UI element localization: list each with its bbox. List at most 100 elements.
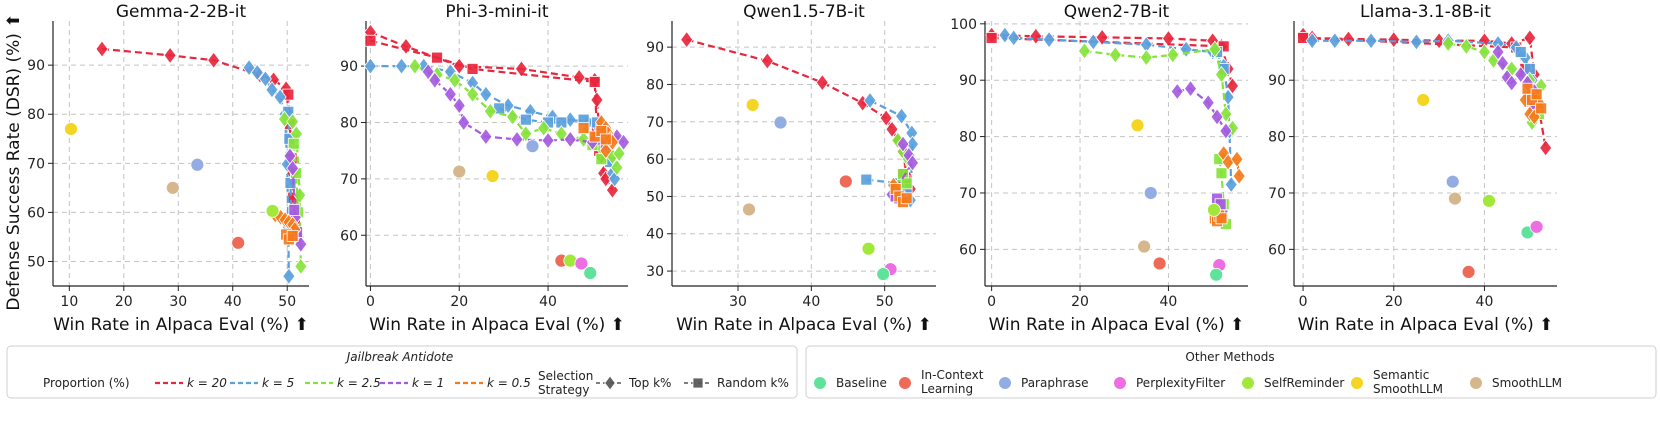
series-point: [1305, 32, 1319, 50]
series-line: [991, 33, 1234, 87]
legend-item-label: Paraphrase: [1021, 376, 1088, 390]
legend-strategy-label: Selection Strategy: [538, 369, 593, 397]
series-point: [395, 57, 409, 75]
series-point: [1139, 48, 1153, 67]
series-point: [1219, 105, 1233, 123]
y-tick-label: 80: [646, 77, 664, 93]
series-point: [1161, 29, 1175, 48]
method-point: [1482, 193, 1496, 208]
y-tick-label: 80: [340, 115, 358, 131]
method-point: [1137, 239, 1152, 254]
legend-item-label: k = 0.5: [487, 376, 531, 390]
y-tick-label: 80: [1268, 130, 1286, 146]
legend-marker: [1114, 377, 1126, 389]
series-line: [1084, 47, 1234, 129]
series-point: [287, 137, 300, 150]
series-point: [1170, 82, 1184, 101]
series-point: [617, 133, 631, 151]
series-point: [1210, 108, 1224, 126]
legend-antidote-title: Jailbreak Antidote: [345, 350, 454, 364]
series-point: [680, 30, 694, 49]
series-point: [1029, 27, 1043, 45]
series-point: [1514, 46, 1527, 58]
series-point: [541, 131, 555, 150]
series-point: [452, 96, 466, 115]
series-point: [563, 130, 577, 149]
series-point: [452, 57, 466, 75]
series-point: [900, 177, 913, 190]
series-point: [519, 125, 533, 143]
series-point: [1459, 37, 1473, 56]
series-point: [282, 267, 296, 285]
method-point: [525, 139, 540, 154]
method-point: [485, 169, 500, 183]
series-point: [1042, 30, 1056, 49]
method-point: [64, 122, 78, 136]
series-point: [1535, 102, 1548, 115]
series-point: [95, 40, 109, 58]
method-point: [231, 235, 246, 250]
y-axis-label: Defense Success Rate (DSR) (%) ⬆: [4, 13, 24, 310]
x-tick-label: 0: [366, 294, 375, 310]
y-tick-label: 90: [646, 40, 664, 56]
y-tick-label: 70: [340, 172, 358, 188]
series-point: [1491, 43, 1505, 61]
y-tick-label: 90: [340, 59, 358, 75]
series-point: [1232, 167, 1246, 185]
x-tick-label: 0: [987, 294, 996, 310]
x-tick-label: 30: [169, 294, 187, 310]
series-point: [288, 204, 301, 216]
panel-title: Qwen1.5-7B-it: [743, 2, 865, 22]
series-point: [506, 108, 520, 126]
x-axis-label: Win Rate in Alpaca Eval (%) ⬆: [676, 315, 932, 335]
series-point: [1364, 32, 1378, 50]
series-point: [595, 153, 608, 166]
series-point: [421, 63, 435, 81]
x-tick-label: 0: [1299, 294, 1308, 310]
panel-3: 30 40 50 30 40 50 60 70 80 90 Qwen1.5-7B-it Win Rat…: [646, 2, 936, 335]
series-point: [265, 81, 279, 99]
method-point: [574, 256, 589, 271]
series-point: [1214, 65, 1228, 84]
x-tick-label: 20: [450, 294, 468, 310]
legend-marker: [1351, 377, 1363, 389]
y-tick-label: 100: [950, 17, 977, 33]
series-point: [1108, 46, 1122, 64]
series-point: [896, 135, 910, 153]
series-point: [985, 32, 998, 44]
legend-item-label: Semantic SmoothLLM: [1373, 368, 1443, 396]
series-point: [479, 85, 493, 103]
series-point: [610, 158, 624, 177]
x-tick-label: 20: [1071, 294, 1089, 310]
series-point: [286, 159, 300, 177]
legend-item-label: k = 20: [187, 376, 227, 390]
series-point: [408, 57, 422, 75]
series-point: [250, 63, 264, 82]
panels: 10 20 30 40 50 50 60 70 80 90 Gemma-2-2B-it Win Rat…: [27, 2, 1557, 335]
y-tick-label: 60: [340, 228, 358, 244]
series-point: [1539, 139, 1553, 157]
legend-item-label: Top k%: [628, 376, 671, 390]
y-tick-label: 70: [959, 186, 977, 202]
series-point: [1477, 43, 1491, 61]
method-point: [452, 164, 467, 179]
y-tick-label: 60: [1268, 242, 1286, 258]
panel-2: 0 20 40 60 70 80 90 Phi-3-mini-it Win Rate in Al…: [340, 2, 631, 335]
series-point: [879, 109, 893, 127]
series-point: [588, 75, 601, 88]
series-point: [895, 107, 909, 125]
legend-marker: [899, 377, 911, 389]
series-point: [1387, 30, 1401, 49]
x-tick-label: 50: [876, 294, 894, 310]
y-tick-label: 90: [27, 58, 45, 74]
method-point: [876, 267, 891, 281]
panel-title: Gemma-2-2B-it: [116, 2, 247, 22]
series-point: [479, 127, 493, 146]
panel-5: 0 20 40 60 70 80 90 Llama-3.1-8B-it Win Rate in …: [1268, 2, 1557, 335]
x-tick-label: 10: [60, 294, 78, 310]
series-line: [686, 38, 912, 190]
series-point: [258, 70, 272, 88]
method-point: [1207, 202, 1221, 217]
series-point: [364, 34, 377, 47]
